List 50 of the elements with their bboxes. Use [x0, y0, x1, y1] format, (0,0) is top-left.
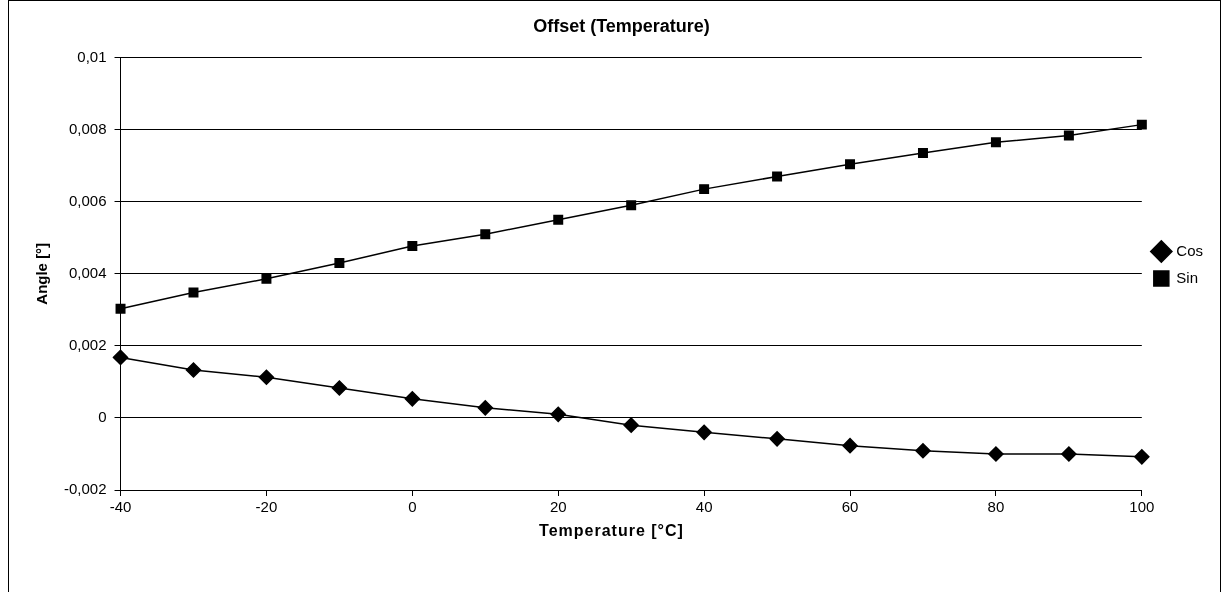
x-tick-label: 60: [841, 498, 859, 516]
point: [990, 137, 1001, 148]
chart-title: Offset (Temperature): [533, 15, 710, 36]
point: [404, 391, 421, 407]
point: [115, 303, 126, 314]
x-tick-label: 20: [549, 498, 567, 516]
point: [258, 369, 275, 385]
point: [1136, 119, 1147, 130]
y-tick-label: -0,002: [63, 480, 107, 498]
x-tick-label: 80: [987, 498, 1005, 516]
x-tick-label: 0: [408, 498, 417, 516]
legend-label: Sin: [1176, 268, 1199, 286]
point: [1061, 446, 1077, 462]
point: [550, 406, 566, 423]
y-axis-title: Angle [°]: [33, 242, 51, 305]
point: [477, 400, 494, 416]
y-tick-label: 0,008: [68, 119, 107, 137]
y-tick-label: 0: [98, 408, 107, 426]
point: [188, 287, 199, 298]
point: [915, 442, 931, 459]
point: [261, 273, 272, 284]
point: [1134, 449, 1150, 465]
point: [331, 380, 348, 396]
point: [626, 200, 637, 211]
x-tick-label: -40: [109, 498, 132, 516]
x-tick-label: -20: [255, 498, 278, 516]
point: [112, 349, 129, 366]
y-tick-label: 0,01: [77, 47, 107, 65]
y-tick-label: 0,004: [68, 263, 107, 281]
point: [334, 258, 345, 268]
point: [480, 229, 491, 240]
legend-label: Cos: [1176, 241, 1204, 259]
point: [699, 184, 710, 195]
y-tick-label: 0,006: [68, 191, 107, 209]
point: [772, 171, 783, 182]
x-axis-title: Temperature [°C]: [538, 522, 685, 540]
point: [185, 362, 202, 378]
point: [407, 241, 418, 252]
point: [553, 214, 564, 225]
point: [623, 417, 639, 433]
point: [769, 431, 785, 447]
point: [917, 148, 928, 159]
point: [845, 159, 856, 170]
x-tick-label: 100: [1129, 498, 1155, 516]
y-tick-label: 0,002: [68, 336, 107, 354]
point: [1063, 130, 1074, 141]
point: [842, 437, 858, 454]
point: [988, 446, 1004, 462]
x-tick-label: 40: [695, 498, 713, 516]
point: [696, 424, 712, 441]
